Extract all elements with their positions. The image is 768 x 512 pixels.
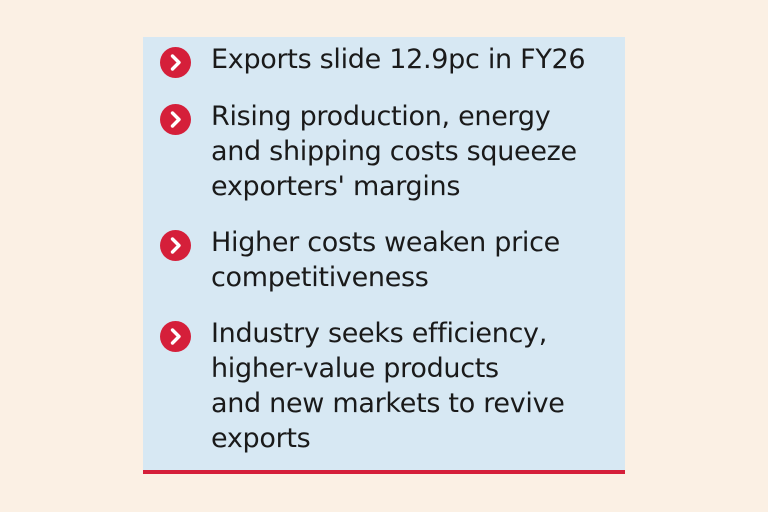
- bullet-text: Industry seeks efficiency, higher-value …: [211, 318, 565, 454]
- bullet-text: Rising production, energy and shipping c…: [211, 101, 577, 202]
- bullet-text: Exports slide 12.9pc in FY26: [211, 44, 586, 75]
- bullet-text: Higher costs weaken price competitivenes…: [211, 227, 560, 293]
- card-bottom-rule: [143, 470, 625, 474]
- chevron-right-icon: [160, 230, 191, 261]
- chevron-right-icon: [160, 321, 191, 352]
- chevron-right-icon: [160, 47, 191, 78]
- chevron-right-icon: [160, 104, 191, 135]
- highlights-card: Exports slide 12.9pc in FY26 Rising prod…: [143, 37, 625, 474]
